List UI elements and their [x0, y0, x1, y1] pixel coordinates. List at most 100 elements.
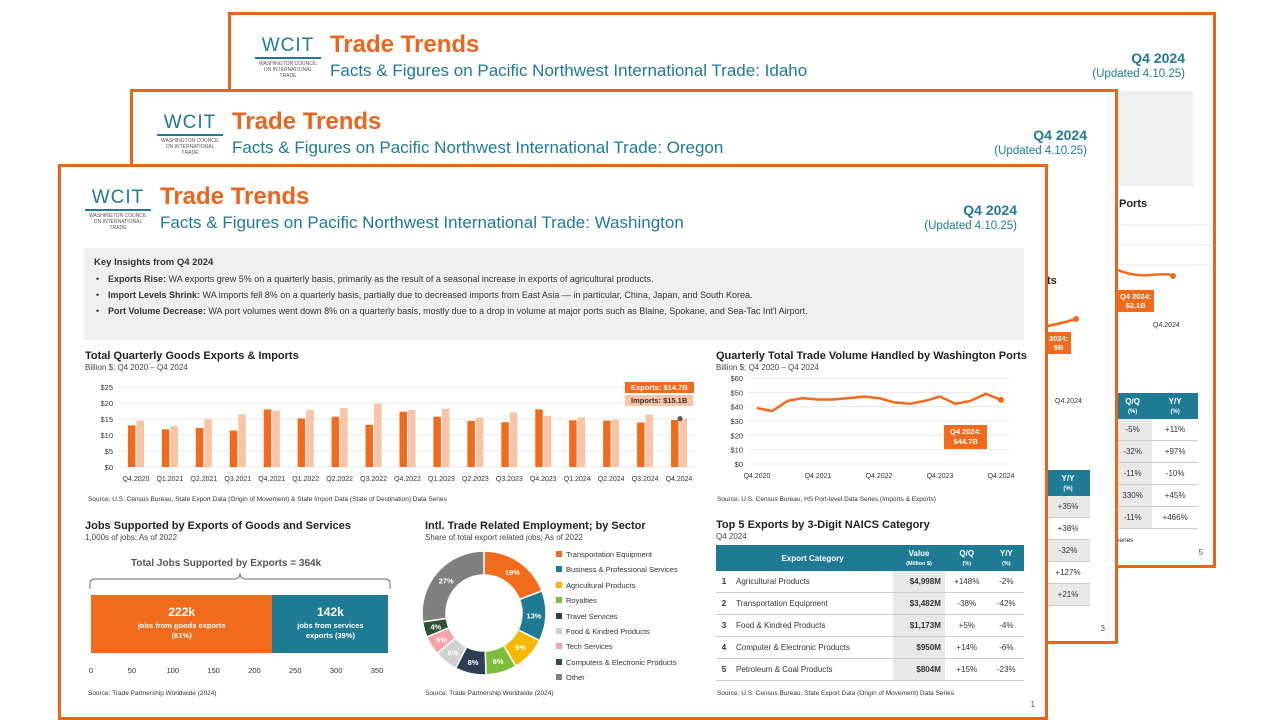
goods-jobs-label: jobs from goods exports (61%): [137, 621, 226, 640]
idaho-source: Series: [1115, 537, 1134, 544]
x-tick-label: Q4.2022: [394, 476, 421, 483]
legend-swatch: [556, 597, 562, 604]
page-number: 3: [1100, 624, 1105, 633]
page-subtitle: Facts & Figures on Pacific Northwest Int…: [330, 61, 808, 80]
export-bar: [127, 425, 136, 467]
x-tick-label: Q4.2024: [988, 473, 1015, 480]
legend-label: Travel Services: [566, 611, 618, 621]
legend-swatch: [556, 612, 562, 619]
import-bar: [543, 415, 552, 467]
jobs-total-label: Total Jobs Supported by Exports = 364k: [131, 558, 322, 569]
y-tick-label: $30: [730, 417, 743, 426]
table-row: 3 Food & Kindred Products $1,173M +5% -4%: [716, 614, 1024, 637]
y-tick-label: $0: [105, 463, 113, 472]
quarter-label: Q4 2024: [1033, 127, 1087, 143]
slice-label: 27%: [439, 576, 454, 585]
legend-swatch: [556, 581, 562, 588]
x-tick-label: Q1.2023: [428, 476, 455, 483]
y-tick-label: $0: [735, 460, 743, 469]
legend-item: Other: [556, 670, 678, 685]
x-tick-label: Q4.2024: [666, 476, 693, 483]
x-tick-label: Q4.2020: [744, 473, 771, 480]
export-bar: [161, 429, 170, 467]
export-bar: [195, 427, 204, 467]
goods-jobs-bar: 222k jobs from goods exports (61%): [91, 595, 273, 653]
services-jobs-value: 142k: [317, 605, 344, 619]
last-point-marker: [677, 416, 683, 422]
x-tick-label: Q2.2023: [462, 476, 489, 483]
page-title: Trade Trends: [330, 31, 480, 58]
x-tick-label: Q2.2024: [598, 476, 625, 483]
import-bar: [272, 410, 280, 467]
y-tick-label: $5: [105, 447, 113, 456]
x-tick-label: Q3.2022: [360, 476, 387, 483]
y-tick-label: $50: [730, 388, 743, 397]
ports-source: Source: U.S. Census Bureau, HS Port-leve…: [717, 496, 936, 503]
import-bar: [408, 410, 416, 467]
quarter-label: Q4 2024: [963, 202, 1017, 218]
export-bar: [263, 409, 272, 467]
slice-label: 9%: [515, 643, 526, 652]
export-bar: [535, 409, 543, 467]
legend-label: Royalties: [566, 596, 597, 606]
jobs-subtitle: 1,000s of jobs; As of 2022: [85, 533, 178, 542]
export-bar: [671, 419, 679, 467]
legend-label: Business & Professional Services: [566, 565, 678, 575]
x-tick-label: 0: [89, 666, 93, 675]
legend-swatch: [556, 643, 562, 650]
updated-label: (Updated 4.10.25): [994, 145, 1087, 157]
y-tick-label: $40: [730, 403, 743, 412]
x-tick-label: Q4.2023: [530, 476, 557, 483]
export-bar: [467, 420, 475, 467]
legend-item: Transportation Equipment: [556, 547, 678, 562]
slice-label: 8%: [493, 657, 504, 666]
x-tick-label: Q1.2021: [156, 476, 183, 483]
table-row: 2 Transportation Equipment $3,482M -38% -42%: [716, 592, 1024, 615]
top5-title: Top 5 Exports by 3-Digit NAICS Category: [716, 519, 930, 531]
jobs-brace: [89, 572, 391, 589]
y-tick-label: $10: [100, 431, 113, 440]
legend-label: Agricultural Products: [566, 580, 636, 590]
idaho-axis-label: Q4.2024: [1153, 322, 1180, 329]
x-tick-label: 250: [289, 666, 302, 675]
export-bar: [501, 422, 509, 467]
top5-source: Source: U.S. Census Bureau, State Export…: [717, 690, 954, 697]
slice-label: 19%: [505, 568, 520, 577]
x-tick-label: Q1.2022: [292, 476, 319, 483]
table-row: 4 Computer & Electronic Products $950M +14%…: [716, 636, 1024, 659]
y-tick-label: $25: [100, 383, 113, 392]
wcit-logo: WCIT WASHINGTON COUNCIL ON INTERNATIONAL…: [85, 188, 151, 231]
idaho-callout: Q4 2024: $2.1B: [1117, 290, 1155, 312]
import-bar: [340, 408, 348, 467]
employment-source: Source: Trade Partnership Worldwide (202…: [425, 690, 554, 697]
employment-title: Intl. Trade Related Employment; by Secto…: [425, 520, 646, 532]
x-tick-label: Q3.2021: [224, 476, 251, 483]
goods-jobs-value: 222k: [168, 605, 196, 619]
y-tick-label: $20: [100, 399, 113, 408]
insight-imports: Import Levels Shrink: WA imports fell 8%…: [94, 290, 1014, 300]
legend-item: Travel Services: [556, 609, 678, 624]
export-bar: [433, 416, 441, 467]
legend-item: Food & Kindred Products: [556, 624, 678, 639]
exports-imports-source: Source: U.S. Census Bureau, State Export…: [88, 496, 447, 503]
table-header: Export Category Value (Million $) Q/Q (%) …: [716, 545, 1024, 571]
x-tick-label: Q4.2020: [123, 476, 150, 483]
x-tick-label: 50: [128, 666, 136, 675]
import-bar: [441, 408, 450, 467]
x-tick-label: 200: [248, 666, 261, 675]
insight-exports: Exports Rise: WA exports grew 5% on a qu…: [94, 274, 1014, 284]
imports-callout: Imports: $15.1B: [625, 395, 694, 406]
oregon-axis-label: Q4.2024: [1055, 398, 1082, 405]
slice-label: 8%: [468, 658, 479, 667]
slice-label: 4%: [430, 622, 441, 631]
export-bar: [569, 420, 577, 467]
updated-label: (Updated 4.10.25): [1092, 68, 1185, 80]
top5-table: Export Category Value (Million $) Q/Q (%) …: [716, 545, 1024, 681]
jobs-axis: 0 50 100 150 200 250 300 350: [89, 666, 383, 675]
key-insights: Key Insights from Q4 2024 Exports Rise: …: [84, 248, 1024, 340]
import-bar: [136, 420, 144, 467]
donut-slice: [421, 550, 485, 623]
ports-title: Quarterly Total Trade Volume Handled by …: [716, 350, 1027, 362]
page-title: Trade Trends: [232, 108, 382, 135]
export-bar: [637, 422, 645, 467]
